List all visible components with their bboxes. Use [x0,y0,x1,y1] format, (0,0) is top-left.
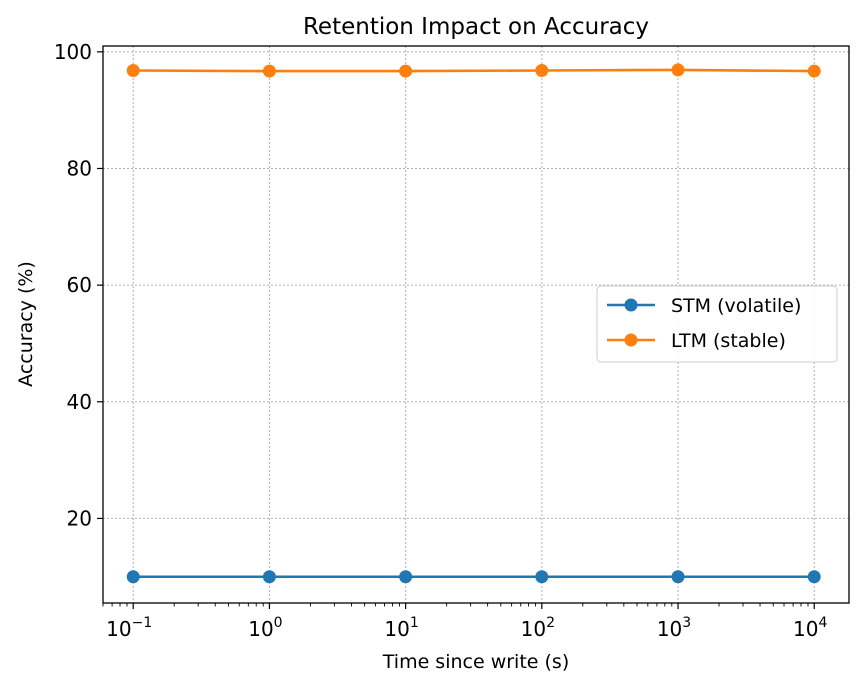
data-point [671,63,685,77]
x-tick-label-base: 10 [521,617,546,641]
y-tick-label: 100 [54,40,92,64]
x-tick-label-exponent: 2 [546,615,555,631]
grid-layer [103,46,849,603]
y-axis-label: Accuracy (%) [15,261,37,387]
x-tick-label-base: 10 [657,617,682,641]
y-tick-label: 20 [67,506,92,530]
series-layer [126,63,821,584]
x-tick-label-base: 10 [106,617,131,641]
data-point [262,64,276,78]
chart-title: Retention Impact on Accuracy [303,14,649,40]
x-tick-label-exponent: −1 [132,615,153,631]
x-tick-label: 103 [657,615,691,641]
data-point [535,63,549,77]
x-tick-label-exponent: 0 [274,615,283,631]
data-point [807,64,821,78]
x-tick-label: 102 [521,615,555,641]
x-tick-label: 101 [384,615,418,641]
legend-label: STM (volatile) [671,295,801,317]
x-tick-label-base: 10 [384,617,409,641]
plot-frame [102,45,850,604]
x-axis-label: Time since write (s) [382,651,569,673]
data-point [399,570,413,584]
legend-marker [624,298,638,312]
x-tick-label: 100 [248,615,282,641]
series-line [133,68,815,73]
data-point [126,570,140,584]
x-tick-label: 10−1 [106,615,152,641]
x-tick-label-base: 10 [248,617,273,641]
data-point [807,570,821,584]
data-point [671,570,685,584]
legend-marker [624,333,638,347]
x-tick-label-exponent: 1 [410,615,419,631]
x-tick-label: 104 [793,615,827,641]
y-tick-label: 40 [67,390,92,414]
legend-label: LTM (stable) [671,330,786,352]
data-point [399,64,413,78]
data-point [535,570,549,584]
data-point [126,63,140,77]
x-tick-label-exponent: 3 [682,615,691,631]
legend: STM (volatile) LTM (stable) [596,285,838,363]
y-tick-label: 80 [67,156,92,180]
x-tick-label-base: 10 [793,617,818,641]
x-tick-label-exponent: 4 [818,615,827,631]
y-tick-label: 60 [67,273,92,297]
data-point [262,570,276,584]
legend-frame [596,285,838,363]
